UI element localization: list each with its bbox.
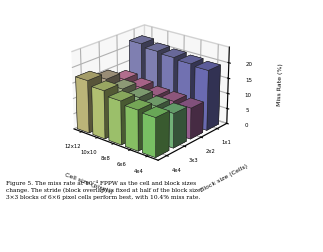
Y-axis label: Block size (Cells): Block size (Cells) <box>200 164 249 193</box>
X-axis label: Cell size (pixels): Cell size (pixels) <box>64 173 113 195</box>
Text: Figure 5. The miss rate at 10⁻⁴ FPPW as the cell and block sizes
change. The str: Figure 5. The miss rate at 10⁻⁴ FPPW as … <box>6 180 203 200</box>
